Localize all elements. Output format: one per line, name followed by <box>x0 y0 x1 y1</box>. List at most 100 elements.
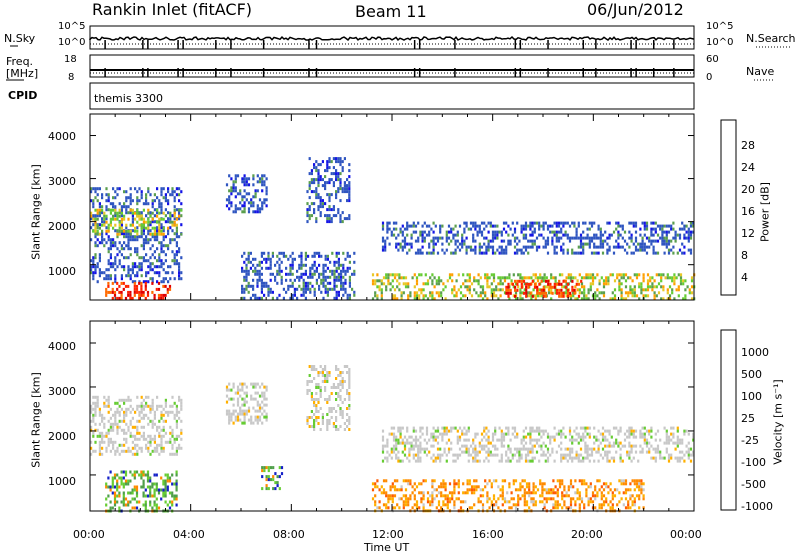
velocity-cell <box>324 398 327 401</box>
power-cell <box>540 288 543 292</box>
velocity-cell <box>430 435 433 439</box>
power-cell <box>337 175 340 179</box>
velocity-cell <box>574 479 577 483</box>
power-cell <box>125 256 128 260</box>
power-cell <box>243 189 246 193</box>
velocity-cell <box>639 435 642 439</box>
velocity-cell <box>153 449 156 453</box>
power-cell <box>147 280 150 284</box>
power-cell <box>626 251 629 255</box>
velocity-cell <box>136 437 139 441</box>
power-cell <box>136 202 139 206</box>
power-cell <box>448 273 452 277</box>
power-cell <box>311 275 314 279</box>
power-cell <box>413 291 416 295</box>
velocity-cell <box>131 488 134 492</box>
velocity-cell <box>571 438 574 442</box>
velocity-cell <box>567 506 570 510</box>
power-cell <box>381 245 385 249</box>
power-cell <box>591 282 595 286</box>
power-cell <box>98 223 101 227</box>
velocity-cell <box>561 491 564 495</box>
power-cell <box>643 227 646 231</box>
power-cell <box>118 214 121 218</box>
velocity-cell <box>109 428 112 432</box>
power-cell <box>103 214 106 218</box>
velocity-cell <box>348 407 351 410</box>
velocity-cell <box>116 494 119 498</box>
power-cell <box>677 294 680 298</box>
velocity-cell <box>508 485 511 489</box>
velocity-cell <box>549 453 552 457</box>
velocity-cell <box>501 497 504 501</box>
power-cell <box>105 193 108 197</box>
power-cell <box>594 294 597 298</box>
velocity-cell <box>597 459 600 463</box>
velocity-cell <box>623 432 627 436</box>
velocity-cell <box>156 428 159 432</box>
power-cell <box>371 297 375 301</box>
velocity-cell <box>160 437 163 441</box>
velocity-cell <box>500 429 503 433</box>
velocity-cell <box>245 385 248 389</box>
power-cell <box>689 236 693 240</box>
velocity-cell <box>506 491 509 495</box>
velocity-cell <box>317 410 320 413</box>
velocity-cell <box>553 435 556 439</box>
power-cell <box>241 266 244 270</box>
power-cell <box>337 251 340 255</box>
power-cell <box>348 284 351 288</box>
power-cell <box>401 245 404 249</box>
power-cell <box>682 282 685 286</box>
velocity-cell <box>127 491 130 495</box>
velocity-cell <box>632 435 635 439</box>
power-cell <box>492 279 496 283</box>
velocity-cell <box>445 441 448 445</box>
velocity-cell <box>133 485 136 489</box>
power-cell <box>276 272 279 276</box>
velocity-cell <box>441 438 444 442</box>
power-cell <box>153 199 156 203</box>
power-cell <box>245 278 248 282</box>
power-cell <box>267 284 270 288</box>
velocity-cell <box>685 450 688 454</box>
power-cell <box>489 221 492 225</box>
power-cell <box>142 247 145 251</box>
velocity-cell <box>458 435 462 439</box>
velocity-cell <box>465 432 468 436</box>
power-cell <box>118 241 121 245</box>
velocity-cell <box>505 450 508 454</box>
velocity-cell <box>175 437 178 441</box>
velocity-cell <box>348 380 351 383</box>
power-cell <box>386 224 389 228</box>
power-cell <box>580 297 584 301</box>
velocity-cell <box>164 479 167 483</box>
power-cell <box>652 248 655 252</box>
velocity-cell <box>175 473 178 477</box>
power-cell <box>653 279 656 283</box>
power-cell <box>484 273 487 277</box>
power-cell <box>432 230 435 234</box>
velocity-cell <box>381 438 385 442</box>
power-cell <box>491 230 495 234</box>
power-cell <box>147 238 150 242</box>
velocity-cell <box>149 488 152 492</box>
power-cell <box>454 242 457 246</box>
power-cell <box>593 242 596 246</box>
velocity-cell <box>432 459 435 463</box>
velocity-cell <box>628 450 631 454</box>
velocity-cell <box>444 494 447 498</box>
velocity-cell <box>315 419 318 422</box>
velocity-cell <box>308 380 311 383</box>
power-cell <box>683 236 686 240</box>
power-cell <box>267 287 270 291</box>
velocity-cell <box>517 488 520 492</box>
power-cell <box>173 232 176 236</box>
power-cell <box>393 294 397 298</box>
power-cell <box>160 250 163 254</box>
velocity-cell <box>582 426 585 430</box>
velocity-cell <box>234 391 237 395</box>
velocity-cell <box>670 456 673 460</box>
velocity-cell <box>346 425 349 428</box>
power-cell <box>160 265 163 269</box>
